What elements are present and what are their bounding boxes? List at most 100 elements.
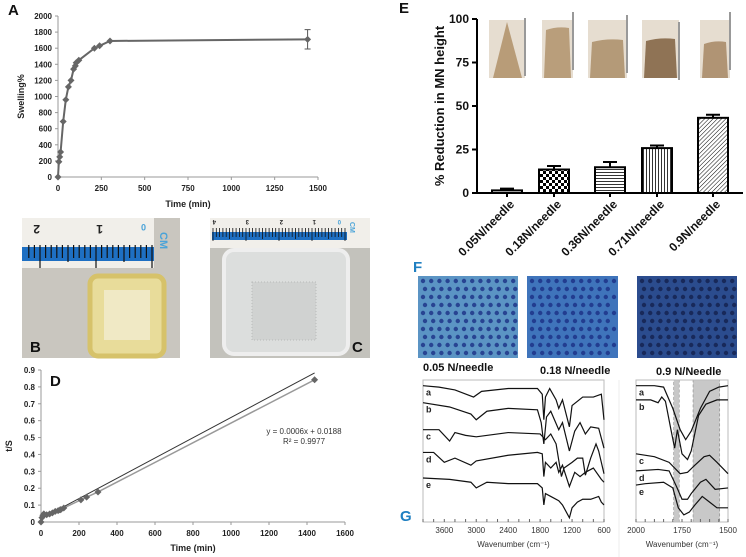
microneedle-hole <box>554 294 559 300</box>
photo-c: 4 3 2 1 0 CM C <box>210 218 370 358</box>
microneedle-hole <box>496 302 501 308</box>
microneedle-hole <box>650 318 655 324</box>
data-point <box>106 37 114 45</box>
microneedle-hole <box>732 350 737 356</box>
y-axis-label: Swelling% <box>16 74 26 119</box>
microneedle-hole <box>589 318 594 324</box>
ruler-c-mark-2: 2 <box>279 218 283 224</box>
microneedle-hole <box>664 278 669 284</box>
y-tick-label: 0 <box>48 173 53 182</box>
microneedle-hole <box>641 286 647 292</box>
microneedle-hole <box>445 294 450 300</box>
microneedle-hole <box>656 294 661 300</box>
f-label-1: 0.18 N/needle <box>540 365 610 377</box>
microneedle-hole <box>697 294 702 300</box>
y-tick-label: 0.7 <box>24 400 36 409</box>
microneedle-hole <box>715 318 720 324</box>
microneedle-hole <box>546 342 551 348</box>
y-tick-label: 0.4 <box>24 450 36 459</box>
microneedle-hole <box>732 286 737 292</box>
microneedle-hole <box>730 342 735 348</box>
microneedle-hole <box>488 302 493 308</box>
microneedle-hole <box>504 350 510 356</box>
microneedle-hole <box>453 278 458 284</box>
microneedle-hole <box>556 302 561 308</box>
microneedle-hole <box>689 294 694 300</box>
x-tick-label: 3600 <box>435 526 453 535</box>
x-tick-label: 1500 <box>309 184 327 193</box>
y-tick-label: 0.3 <box>24 467 36 476</box>
microneedle-hole <box>529 342 535 348</box>
microneedle-hole <box>463 350 469 356</box>
microneedle-hole <box>447 318 452 324</box>
microneedle-hole <box>461 342 467 348</box>
microneedle-hole <box>674 286 679 292</box>
microneedle-hole <box>595 326 600 332</box>
microneedle-hole <box>546 294 551 300</box>
y-tick-label: 25 <box>456 143 470 157</box>
microneedle-hole <box>422 286 428 292</box>
microneedle-hole <box>478 294 483 300</box>
microneedle-hole <box>581 334 586 340</box>
microneedle-hole <box>502 278 508 284</box>
microneedle-hole <box>603 294 608 300</box>
microneedle-hole <box>562 294 567 300</box>
microneedle-hole <box>554 326 559 332</box>
microneedle-hole <box>564 350 569 356</box>
highlight-band <box>692 379 721 523</box>
x-tick-label: 600 <box>148 529 162 538</box>
y-tick-label: 2000 <box>34 12 52 21</box>
microneedle-hole <box>488 350 493 356</box>
microneedle-hole <box>486 326 491 332</box>
panel-d-kinetics-chart: 0 0.1 0.2 0.3 0.4 0.5 0.6 0.7 0.8 0.9 0 200 400 600 80… <box>4 366 354 553</box>
microneedle-hole <box>531 350 537 356</box>
microneedle-hole <box>691 302 696 308</box>
microneedle-hole <box>494 294 499 300</box>
y-tick-label: 0 <box>462 186 469 200</box>
microneedle-hole <box>723 302 729 308</box>
microneedle-hole <box>589 286 594 292</box>
y-tick-label: 75 <box>456 56 470 70</box>
microneedle-hole <box>666 350 671 356</box>
microneedle-hole <box>672 342 677 348</box>
microneedle-hole <box>732 318 737 324</box>
microneedle-hole <box>453 342 458 348</box>
microneedle-hole <box>546 326 551 332</box>
microneedle-hole <box>540 302 545 308</box>
panel-a-swelling-chart: 0 200 400 600 800 1000 1200 1400 1600 1800 2000 0 25… <box>16 12 327 209</box>
microneedle-hole <box>548 302 553 308</box>
microneedle-hole <box>511 278 516 284</box>
data-point <box>64 83 72 91</box>
data-point <box>67 76 75 84</box>
data-point <box>46 510 54 518</box>
trace-label: e <box>639 487 644 497</box>
data-point <box>304 35 312 43</box>
x-axis-label: Time (min) <box>170 543 215 553</box>
microneedle-hole <box>472 286 477 292</box>
spectrum-trace <box>636 385 729 441</box>
microneedle-hole <box>494 310 499 316</box>
microneedle-hole <box>721 342 727 348</box>
y-tick-label: 1800 <box>34 28 52 37</box>
microneedle-hole <box>689 278 694 284</box>
microneedle-hole <box>538 278 543 284</box>
microneedle-hole <box>437 326 442 332</box>
microneedle-hole <box>579 278 584 284</box>
microneedle-hole <box>431 318 436 324</box>
data-point <box>59 117 67 125</box>
panel-label-f: F <box>413 259 422 276</box>
microneedle-hole <box>581 318 586 324</box>
microneedle-hole <box>658 318 663 324</box>
skin-image <box>527 276 618 358</box>
y-tick-label: 1000 <box>34 93 52 102</box>
x-tick-label: 0.9N/needle <box>666 197 723 254</box>
microneedle-hole <box>597 334 602 340</box>
microneedle-hole <box>589 302 594 308</box>
r-squared: R² = 0.9977 <box>283 437 326 446</box>
microneedle-hole <box>705 294 710 300</box>
ruler-c-mark-4: 4 <box>212 218 216 224</box>
y-tick-label: 0.8 <box>24 383 36 392</box>
microneedle-hole <box>461 326 467 332</box>
microneedle-hole <box>595 294 600 300</box>
ruler-c-unit: CM <box>348 222 355 233</box>
